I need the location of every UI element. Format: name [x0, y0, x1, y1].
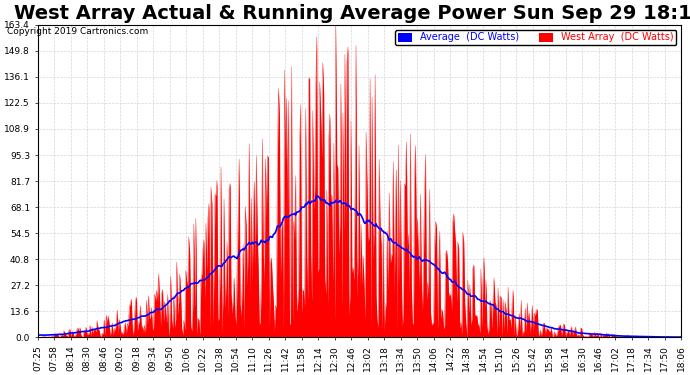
- Legend: Average  (DC Watts), West Array  (DC Watts): Average (DC Watts), West Array (DC Watts…: [395, 30, 676, 45]
- Title: West Array Actual & Running Average Power Sun Sep 29 18:16: West Array Actual & Running Average Powe…: [14, 4, 690, 23]
- Text: Copyright 2019 Cartronics.com: Copyright 2019 Cartronics.com: [7, 27, 148, 36]
